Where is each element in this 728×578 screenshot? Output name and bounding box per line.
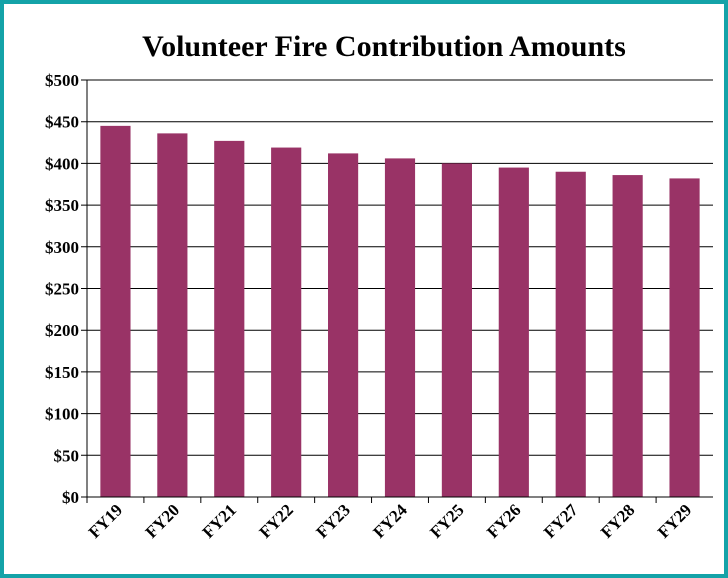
y-tick-label: $200	[45, 321, 79, 340]
y-tick-label: $350	[45, 196, 79, 215]
x-tick-label: FY19	[85, 500, 126, 541]
bar-fy23	[328, 153, 359, 497]
x-tick-label: FY22	[256, 500, 297, 541]
y-tick-label: $400	[45, 154, 79, 173]
x-tick-label: FY24	[369, 500, 411, 542]
bar-fy28	[612, 175, 643, 498]
bar-fy22	[271, 147, 302, 497]
bar-fy27	[555, 171, 586, 498]
y-tick-label: $500	[45, 71, 79, 90]
x-tick-label: FY29	[654, 500, 695, 541]
x-tick-label: FY20	[142, 500, 183, 541]
x-axis-ticks: FY19 FY20 FY21 FY22 FY23 FY24 FY25 FY26 FY27 FY28…	[85, 497, 695, 542]
x-tick-label: FY26	[483, 500, 524, 541]
bar-fy21	[214, 140, 245, 497]
bars	[100, 125, 700, 498]
y-tick-label: $300	[45, 238, 79, 257]
y-tick-label: $150	[45, 363, 79, 382]
x-tick-label: FY28	[597, 500, 638, 541]
bar-fy19	[100, 125, 131, 498]
bar-fy25	[441, 163, 472, 497]
y-tick-label: $100	[45, 405, 79, 424]
y-tick-label: $450	[45, 113, 79, 132]
x-tick-label: FY25	[426, 500, 467, 541]
bar-fy20	[157, 133, 188, 497]
y-tick-label: $50	[54, 446, 80, 465]
bar-fy29	[669, 178, 700, 498]
x-tick-label: FY21	[199, 500, 240, 541]
bar-fy24	[384, 158, 416, 497]
x-tick-label: FY27	[540, 500, 582, 542]
y-tick-label: $0	[62, 488, 79, 507]
y-tick-label: $250	[45, 280, 79, 299]
chart-title: Volunteer Fire Contribution Amounts	[142, 30, 626, 63]
bar-fy26	[498, 167, 529, 497]
x-tick-label: FY23	[312, 500, 353, 541]
y-axis-ticks: $0 $50 $100 $150 $200 $250 $300 $350 $400 $450 $50…	[45, 71, 79, 507]
